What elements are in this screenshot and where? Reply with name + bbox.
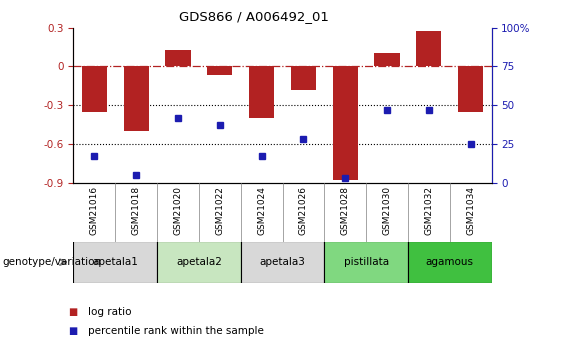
Bar	[249, 66, 274, 118]
Text: GSM21032: GSM21032	[424, 186, 433, 235]
Bar	[157, 241, 241, 283]
Bar	[241, 241, 324, 283]
Text: GSM21018: GSM21018	[132, 186, 141, 235]
Bar	[166, 50, 190, 66]
Text: GSM21034: GSM21034	[466, 186, 475, 235]
Text: agamous: agamous	[426, 257, 473, 267]
Bar	[416, 31, 441, 66]
Text: GSM21022: GSM21022	[215, 186, 224, 235]
Text: ■: ■	[68, 307, 77, 317]
Bar	[333, 66, 358, 180]
Bar	[207, 66, 232, 76]
Text: GSM21028: GSM21028	[341, 186, 350, 235]
Bar	[82, 66, 107, 112]
Bar	[73, 241, 157, 283]
Bar	[291, 66, 316, 90]
Bar	[124, 66, 149, 131]
Text: GSM21016: GSM21016	[90, 186, 99, 235]
Text: pistillata: pistillata	[344, 257, 389, 267]
Bar	[375, 53, 399, 66]
Text: GSM21024: GSM21024	[257, 186, 266, 235]
Text: GSM21030: GSM21030	[383, 186, 392, 235]
Text: GSM21026: GSM21026	[299, 186, 308, 235]
Text: genotype/variation: genotype/variation	[3, 257, 102, 267]
Bar	[408, 241, 492, 283]
Text: ■: ■	[68, 326, 77, 336]
Text: apetala3: apetala3	[259, 257, 306, 267]
Text: GSM21020: GSM21020	[173, 186, 182, 235]
Text: log ratio: log ratio	[88, 307, 131, 317]
Bar	[458, 66, 483, 112]
Text: GDS866 / A006492_01: GDS866 / A006492_01	[179, 10, 329, 23]
Text: apetala1: apetala1	[92, 257, 138, 267]
Bar	[324, 241, 408, 283]
Text: apetala2: apetala2	[176, 257, 222, 267]
Text: percentile rank within the sample: percentile rank within the sample	[88, 326, 263, 336]
